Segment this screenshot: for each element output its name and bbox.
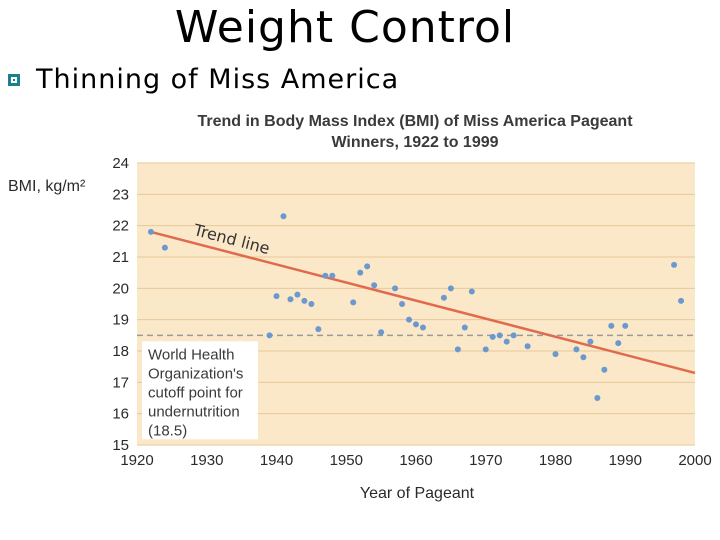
data-point: [496, 332, 503, 339]
y-tick-label: 24: [112, 155, 129, 172]
x-tick-label: 1920: [120, 452, 153, 469]
chart-title-line-1: Trend in Body Mass Index (BMI) of Miss A…: [197, 113, 633, 130]
data-point: [447, 285, 454, 292]
data-point: [622, 322, 629, 329]
y-tick-label: 18: [112, 343, 129, 360]
data-point: [273, 293, 280, 300]
data-point: [329, 272, 336, 279]
data-point: [454, 346, 461, 353]
data-point: [294, 291, 301, 298]
data-point: [350, 299, 357, 306]
y-tick-label: 15: [112, 437, 129, 454]
cutoff-note-line: (18.5): [148, 422, 187, 439]
data-point: [671, 261, 678, 268]
data-point: [615, 340, 622, 347]
cutoff-note-line: Organization's: [148, 365, 243, 382]
data-point: [308, 301, 315, 307]
data-point: [594, 395, 601, 401]
data-point: [301, 297, 308, 304]
square-bullet-icon: [8, 73, 20, 86]
bullet-item: Thinning of Miss America: [8, 64, 399, 95]
y-tick-label: 23: [112, 186, 129, 203]
data-point: [147, 228, 154, 235]
data-point: [608, 322, 615, 329]
x-tick-label: 1950: [330, 452, 363, 469]
trend-line: [150, 230, 696, 375]
y-tick-label: 20: [112, 280, 129, 297]
x-tick-label: 1930: [190, 452, 223, 469]
data-point: [392, 285, 399, 292]
chart-title-line-2: Winners, 1922 to 1999: [331, 134, 498, 151]
cutoff-note-line: undernutrition: [148, 403, 240, 420]
x-tick-label: 1980: [539, 452, 572, 469]
data-point: [580, 354, 587, 361]
data-point: [601, 366, 608, 373]
data-point: [378, 329, 385, 336]
data-point: [678, 297, 685, 304]
data-point: [315, 326, 322, 333]
x-tick-label: 1940: [260, 452, 293, 469]
data-point: [489, 333, 496, 340]
data-point: [280, 213, 287, 220]
x-axis-label: Year of Pageant: [360, 485, 475, 502]
data-point: [510, 332, 517, 339]
cutoff-note-line: World Health: [148, 346, 234, 363]
x-tick-label: 2000: [678, 452, 711, 469]
data-point: [161, 244, 168, 251]
x-tick-label: 1960: [399, 452, 432, 469]
data-point: [524, 343, 531, 350]
data-point: [419, 324, 426, 331]
data-point: [357, 269, 364, 276]
slide-title: Weight Control: [174, 2, 516, 53]
data-point: [461, 324, 468, 331]
data-point: [552, 351, 559, 358]
y-tick-label: 19: [112, 312, 129, 329]
data-point: [406, 316, 413, 323]
data-point: [399, 301, 406, 307]
data-point: [482, 346, 489, 353]
y-tick-label: 21: [112, 249, 129, 266]
cutoff-note-box: [142, 341, 258, 440]
data-point: [440, 294, 447, 301]
data-point: [573, 346, 580, 353]
data-point: [587, 338, 594, 345]
data-point: [468, 288, 475, 295]
data-point: [503, 338, 510, 345]
y-tick-label: 16: [112, 406, 129, 423]
y-tick-label: 17: [112, 374, 129, 391]
y-tick-label: 22: [112, 218, 129, 235]
data-point: [322, 272, 329, 279]
cutoff-note-line: cutoff point for: [148, 384, 243, 401]
x-tick-label: 1970: [469, 452, 502, 469]
data-point: [364, 263, 371, 270]
y-axis-label: BMI, kg/m²: [8, 178, 86, 195]
data-point: [287, 296, 294, 303]
data-point: [266, 332, 273, 339]
data-point: [413, 321, 419, 328]
bullet-text: Thinning of Miss America: [36, 64, 400, 95]
x-tick-label: 1990: [609, 452, 642, 469]
data-point: [371, 282, 378, 289]
